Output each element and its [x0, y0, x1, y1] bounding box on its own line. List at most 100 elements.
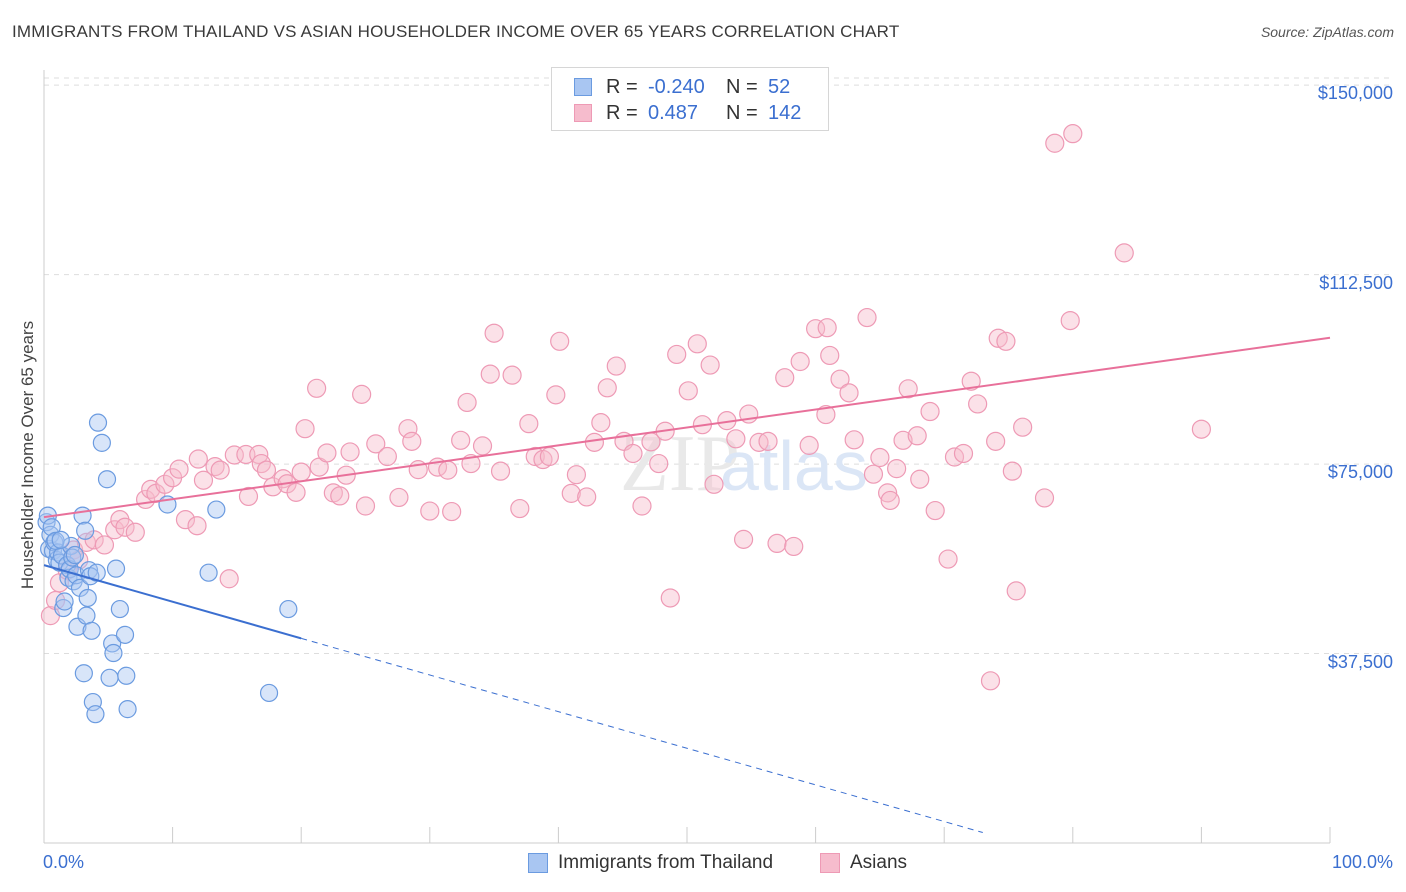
data-point	[92, 433, 111, 452]
data-point	[597, 378, 617, 398]
data-point	[566, 465, 587, 485]
data-point	[389, 487, 409, 508]
r-value: 0.487	[648, 101, 699, 124]
legend-swatch-pink	[574, 104, 592, 122]
data-point	[169, 459, 189, 479]
data-point	[920, 401, 940, 422]
data-point	[442, 501, 462, 522]
n-label: N =	[726, 75, 758, 98]
trend-lines	[43, 336, 1331, 833]
data-point	[996, 331, 1016, 351]
axes	[43, 70, 1331, 844]
data-point	[65, 545, 84, 565]
data-point	[550, 331, 570, 351]
data-point	[880, 490, 900, 511]
data-point	[878, 483, 898, 503]
data-point	[352, 384, 372, 404]
data-point	[317, 443, 337, 463]
y-tick-label: $150,000	[1317, 83, 1393, 104]
data-point	[106, 559, 126, 578]
data-point	[86, 705, 105, 724]
data-point	[1002, 461, 1022, 481]
n-value: 142	[768, 101, 802, 124]
data-point	[775, 368, 795, 388]
r-label: R =	[606, 75, 638, 98]
data-point	[438, 460, 458, 480]
data-point	[115, 625, 135, 644]
data-point	[100, 668, 119, 687]
data-point	[70, 578, 90, 597]
data-point	[78, 588, 97, 608]
data-point	[238, 486, 259, 507]
data-point	[1045, 133, 1065, 153]
data-point	[898, 379, 918, 399]
legend-swatch-blue	[528, 853, 548, 873]
data-point	[251, 453, 271, 474]
data-point	[870, 447, 890, 468]
chart-title: IMMIGRANTS FROM THAILAND VS ASIAN HOUSEH…	[12, 22, 900, 41]
trend-line-thailand-extension	[301, 637, 983, 833]
series-legend: Immigrants from Thailand Asians	[0, 852, 1406, 878]
data-point	[340, 442, 360, 462]
data-point	[844, 430, 864, 450]
x-tick-label-max: 100.0%	[1331, 852, 1393, 872]
trend-line-asians	[43, 336, 1331, 519]
data-point	[1063, 124, 1083, 144]
data-point	[115, 517, 135, 537]
source-label: Source: ZipAtlas.com	[1260, 24, 1394, 40]
data-point	[42, 518, 61, 537]
data-point	[660, 588, 680, 608]
data-point	[887, 459, 907, 479]
data-point	[577, 487, 597, 507]
data-point	[525, 446, 545, 467]
legend-row-asians: R = 0.487 N = 142	[574, 101, 801, 125]
data-point	[758, 431, 778, 451]
data-point	[726, 429, 746, 449]
legend-swatch-pink	[820, 853, 840, 873]
data-point	[472, 436, 493, 456]
data-point	[938, 549, 958, 569]
x-tick-label-min: 0.0%	[43, 852, 85, 872]
data-point	[451, 430, 471, 450]
legend-item-thailand[interactable]: Immigrants from Thailand	[528, 852, 773, 874]
r-value: -0.240	[648, 75, 705, 98]
data-point	[799, 435, 819, 455]
data-point	[857, 307, 877, 328]
data-point	[104, 643, 123, 663]
data-point	[54, 598, 73, 618]
n-label: N =	[726, 101, 758, 124]
data-point	[1013, 417, 1033, 437]
data-point	[988, 328, 1008, 348]
data-point	[986, 431, 1006, 451]
data-point	[110, 599, 129, 619]
data-point	[87, 563, 106, 582]
data-point	[546, 385, 566, 405]
data-point	[402, 431, 422, 451]
data-point	[377, 446, 397, 467]
data-point	[584, 432, 605, 452]
data-point	[188, 449, 208, 469]
data-point	[256, 460, 277, 480]
data-point	[687, 334, 707, 354]
data-point	[88, 413, 108, 432]
legend-item-asians[interactable]: Asians	[820, 852, 907, 874]
data-point	[790, 351, 810, 372]
data-point	[207, 500, 226, 519]
data-point	[1006, 581, 1026, 601]
data-point	[330, 486, 350, 506]
data-point	[591, 413, 611, 433]
data-point	[1060, 310, 1080, 331]
data-point	[55, 592, 74, 611]
data-point	[700, 355, 720, 375]
data-point	[704, 474, 724, 494]
data-point	[259, 683, 279, 703]
data-point	[784, 536, 804, 557]
data-point	[893, 430, 913, 450]
y-tick-label: $37,500	[1327, 651, 1393, 672]
data-point	[210, 460, 230, 480]
data-point	[480, 364, 500, 384]
y-axis-label: Householder Income Over 65 years	[18, 320, 37, 590]
data-point	[51, 530, 70, 549]
legend-row-thailand: R = -0.240 N = 52	[574, 75, 790, 99]
